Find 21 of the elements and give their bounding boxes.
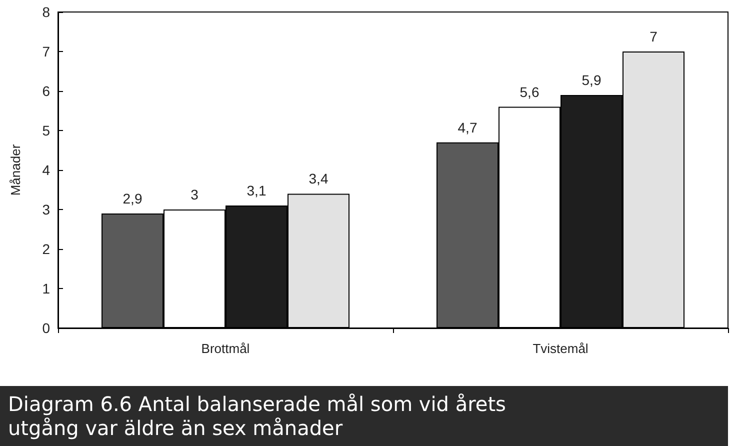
y-tick-label: 8	[42, 4, 50, 20]
x-tick-label: Brottmål	[201, 341, 250, 356]
data-label: 5,6	[520, 84, 540, 100]
y-tick-label: 0	[42, 320, 50, 336]
y-tick-label: 1	[42, 280, 50, 296]
y-axis-title: Månader	[8, 144, 23, 196]
y-tick-label: 6	[42, 83, 50, 99]
y-tick-label: 2	[42, 241, 50, 257]
y-tick-label: 5	[42, 122, 50, 138]
data-label: 2,9	[122, 190, 142, 206]
data-label: 5,9	[582, 72, 602, 88]
data-label: 3	[190, 186, 199, 202]
data-label: 7	[650, 28, 658, 44]
y-tick-label: 4	[42, 162, 50, 178]
data-label: 3,1	[246, 182, 266, 199]
y-tick-label: 3	[42, 202, 50, 218]
data-label: 4,7	[458, 119, 478, 136]
text: Diagram 6.6 Antal balanserade mål som vid årets utgång var äldre än sex månader	[8, 392, 512, 440]
x-tick-label: Tvistemål	[532, 341, 588, 356]
y-tick-label: 7	[42, 44, 50, 60]
data-label: 3,4	[308, 170, 328, 187]
